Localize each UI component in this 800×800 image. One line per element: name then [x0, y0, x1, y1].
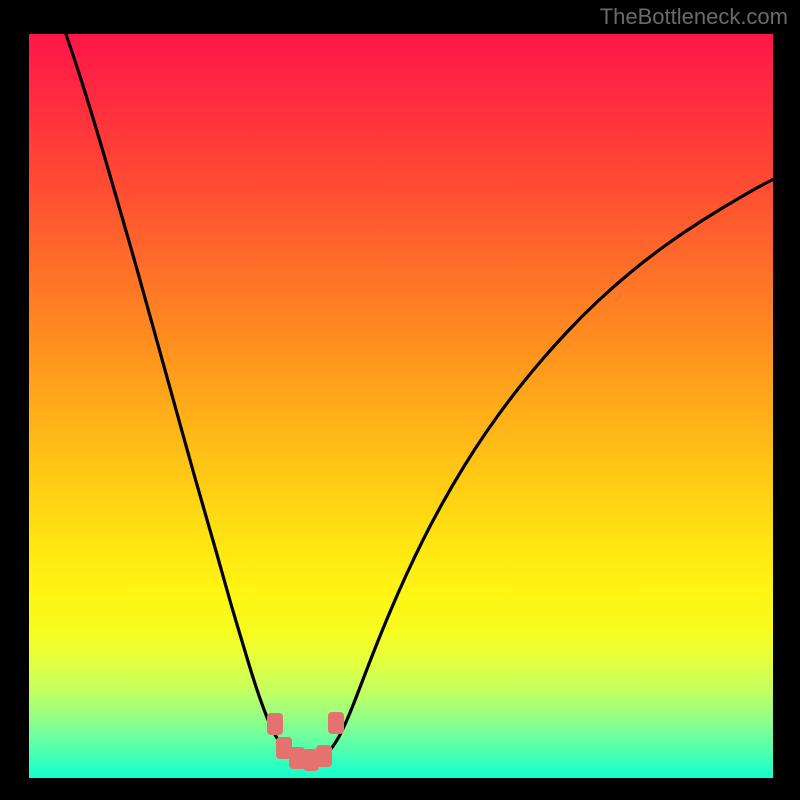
- chart-canvas: TheBottleneck.com: [0, 0, 800, 800]
- plot-background: [0, 0, 800, 800]
- curve-marker: [328, 712, 344, 734]
- watermark-text: TheBottleneck.com: [600, 4, 788, 30]
- curve-marker: [316, 745, 332, 767]
- curve-marker: [267, 713, 283, 735]
